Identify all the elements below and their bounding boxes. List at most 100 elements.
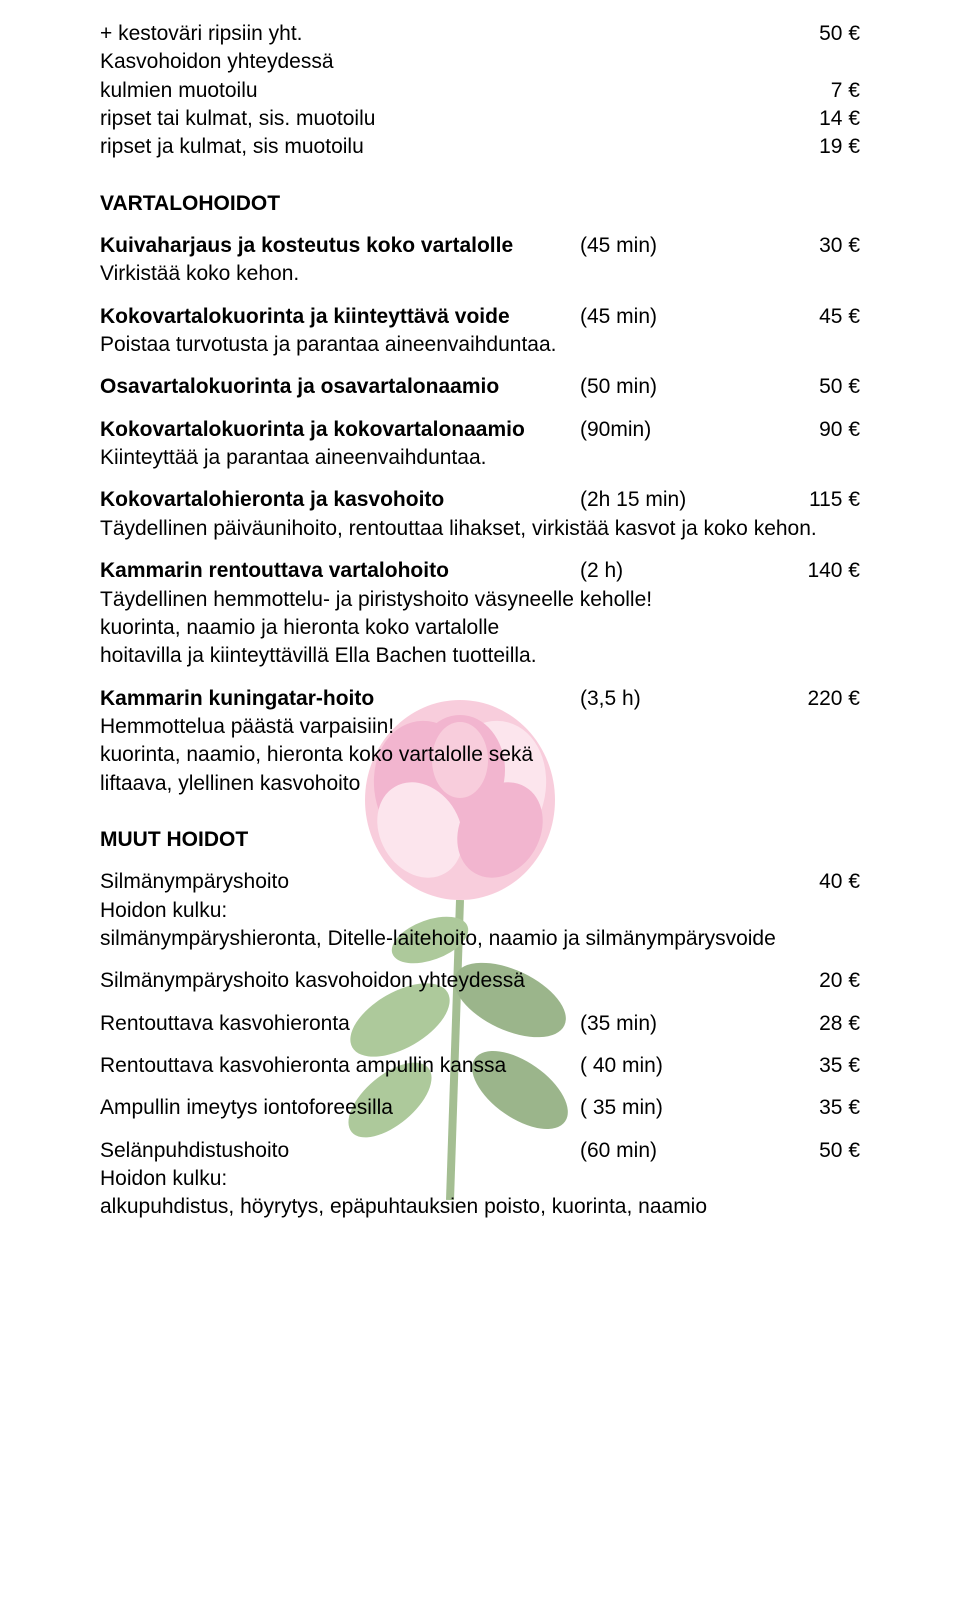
- small-gap: [100, 854, 860, 868]
- text-label: Virkistää koko kehon.: [100, 260, 860, 288]
- service-name: Silmänympäryshoito kasvohoidon yhteydess…: [100, 967, 580, 995]
- description-text: kuorinta, naamio, hieronta koko vartalol…: [100, 741, 860, 769]
- service-price: 50 €: [780, 1137, 860, 1165]
- service-name: Kokovartalohieronta ja kasvohoito: [100, 486, 580, 514]
- service-name: Kokovartalokuorinta ja kokovartalonaamio: [100, 416, 580, 444]
- small-gap: [100, 996, 860, 1010]
- price-row: Silmänympäryshoito 40 €: [100, 868, 860, 896]
- service-price: 40 €: [780, 868, 860, 896]
- text-label: kuorinta, naamio ja hieronta koko vartal…: [100, 614, 860, 642]
- service-duration: (45 min): [580, 232, 780, 260]
- service-name: Kammarin rentouttava vartalohoito: [100, 557, 580, 585]
- description-text: hoitavilla ja kiinteyttävillä Ella Bache…: [100, 642, 860, 670]
- price-row: Silmänympäryshoito kasvohoidon yhteydess…: [100, 967, 860, 995]
- service-duration: [580, 77, 780, 105]
- text-label: alkupuhdistus, höyrytys, epäpuhtauksien …: [100, 1193, 860, 1221]
- text-label: Hemmottelua päästä varpaisiin!: [100, 713, 860, 741]
- small-gap: [100, 543, 860, 557]
- price-row: ripset tai kulmat, sis. muotoilu14 €: [100, 105, 860, 133]
- service-duration: (3,5 h): [580, 685, 780, 713]
- text-label: liftaava, ylellinen kasvohoito: [100, 770, 860, 798]
- service-price: 7 €: [780, 77, 860, 105]
- small-gap: [100, 402, 860, 416]
- price-row: Kammarin kuningatar-hoito(3,5 h)220 €: [100, 685, 860, 713]
- description-text: Kiinteyttää ja parantaa aineenvaihduntaa…: [100, 444, 860, 472]
- service-duration: (35 min): [580, 1010, 780, 1038]
- price-row: Kokovartalohieronta ja kasvohoito(2h 15 …: [100, 486, 860, 514]
- description-text: alkupuhdistus, höyrytys, epäpuhtauksien …: [100, 1193, 860, 1221]
- service-price: 19 €: [780, 133, 860, 161]
- description-text: Kasvohoidon yhteydessä: [100, 48, 860, 76]
- small-gap: [100, 1038, 860, 1052]
- small-gap: [100, 472, 860, 486]
- small-gap: [100, 1123, 860, 1137]
- service-name: Rentouttava kasvohieronta: [100, 1010, 580, 1038]
- service-price: 50 €: [780, 373, 860, 401]
- service-name: Osavartalokuorinta ja osavartalonaamio: [100, 373, 580, 401]
- price-row: Kokovartalokuorinta ja kokovartalonaamio…: [100, 416, 860, 444]
- small-gap: [100, 1080, 860, 1094]
- description-text: liftaava, ylellinen kasvohoito: [100, 770, 860, 798]
- section-gap: [100, 798, 860, 826]
- text-label: Täydellinen hemmottelu- ja piristyshoito…: [100, 586, 860, 614]
- service-name: Kammarin kuningatar-hoito: [100, 685, 580, 713]
- heading-label: MUUT HOIDOT: [100, 826, 860, 854]
- text-label: Poistaa turvotusta ja parantaa aineenvai…: [100, 331, 860, 359]
- section-heading: VARTALOHOIDOT: [100, 190, 860, 218]
- service-name: Kuivaharjaus ja kosteutus koko vartaloll…: [100, 232, 580, 260]
- service-name: Kokovartalokuorinta ja kiinteyttävä void…: [100, 303, 580, 331]
- price-row: Rentouttava kasvohieronta(35 min)28 €: [100, 1010, 860, 1038]
- price-row: + kestoväri ripsiin yht.50 €: [100, 20, 860, 48]
- description-text: Hoidon kulku:: [100, 897, 860, 925]
- service-duration: (2 h): [580, 557, 780, 585]
- service-duration: [580, 133, 780, 161]
- service-duration: [580, 967, 780, 995]
- service-name: Rentouttava kasvohieronta ampullin kanss…: [100, 1052, 580, 1080]
- text-label: Kiinteyttää ja parantaa aineenvaihduntaa…: [100, 444, 860, 472]
- description-text: Poistaa turvotusta ja parantaa aineenvai…: [100, 331, 860, 359]
- description-text: Hoidon kulku:: [100, 1165, 860, 1193]
- price-row: Selänpuhdistushoito(60 min)50 €: [100, 1137, 860, 1165]
- price-row: Rentouttava kasvohieronta ampullin kanss…: [100, 1052, 860, 1080]
- service-duration: ( 40 min): [580, 1052, 780, 1080]
- service-duration: (50 min): [580, 373, 780, 401]
- text-label: Kasvohoidon yhteydessä: [100, 48, 860, 76]
- price-row: kulmien muotoilu 7 €: [100, 77, 860, 105]
- text-label: kuorinta, naamio, hieronta koko vartalol…: [100, 741, 860, 769]
- small-gap: [100, 359, 860, 373]
- price-row: Kammarin rentouttava vartalohoito(2 h)14…: [100, 557, 860, 585]
- service-price: 220 €: [780, 685, 860, 713]
- small-gap: [100, 953, 860, 967]
- text-label: Hoidon kulku:: [100, 897, 860, 925]
- description-text: Täydellinen päiväunihoito, rentouttaa li…: [100, 515, 860, 543]
- service-price: 45 €: [780, 303, 860, 331]
- service-price: 35 €: [780, 1094, 860, 1122]
- service-duration: (45 min): [580, 303, 780, 331]
- service-name: Silmänympäryshoito: [100, 868, 580, 896]
- service-name: ripset tai kulmat, sis. muotoilu: [100, 105, 580, 133]
- service-price: 30 €: [780, 232, 860, 260]
- small-gap: [100, 671, 860, 685]
- service-duration: [580, 105, 780, 133]
- heading-label: VARTALOHOIDOT: [100, 190, 860, 218]
- service-duration: (90min): [580, 416, 780, 444]
- service-price: 90 €: [780, 416, 860, 444]
- description-text: Hemmottelua päästä varpaisiin!: [100, 713, 860, 741]
- service-name: kulmien muotoilu: [100, 77, 580, 105]
- price-row: ripset ja kulmat, sis muotoilu 19 €: [100, 133, 860, 161]
- service-price: 115 €: [780, 486, 860, 514]
- price-row: Kuivaharjaus ja kosteutus koko vartaloll…: [100, 232, 860, 260]
- service-price: 28 €: [780, 1010, 860, 1038]
- service-duration: (2h 15 min): [580, 486, 780, 514]
- service-price: 140 €: [780, 557, 860, 585]
- service-name: ripset ja kulmat, sis muotoilu: [100, 133, 580, 161]
- price-row: Ampullin imeytys iontoforeesilla( 35 min…: [100, 1094, 860, 1122]
- small-gap: [100, 218, 860, 232]
- service-price: 35 €: [780, 1052, 860, 1080]
- service-duration: [580, 20, 780, 48]
- text-label: Hoidon kulku:: [100, 1165, 860, 1193]
- section-gap: [100, 162, 860, 190]
- small-gap: [100, 289, 860, 303]
- service-duration: [580, 868, 780, 896]
- description-text: Virkistää koko kehon.: [100, 260, 860, 288]
